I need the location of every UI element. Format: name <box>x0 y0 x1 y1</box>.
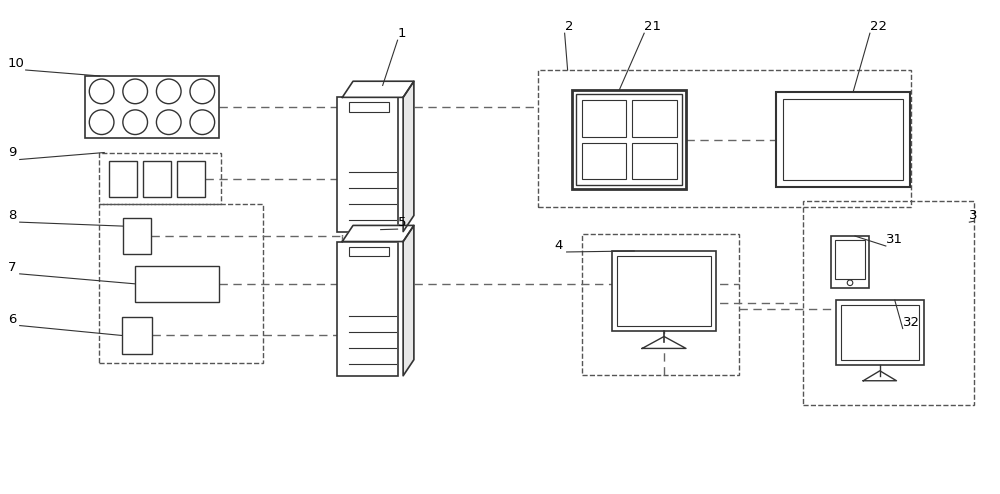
Text: 2: 2 <box>565 20 573 33</box>
Text: 3: 3 <box>969 209 978 222</box>
Bar <box>99 153 221 204</box>
Text: 31: 31 <box>886 233 903 246</box>
Polygon shape <box>342 225 414 242</box>
Circle shape <box>89 79 114 104</box>
Bar <box>783 99 903 180</box>
Circle shape <box>847 280 853 286</box>
Bar <box>841 305 919 360</box>
Circle shape <box>156 79 181 104</box>
Bar <box>337 97 398 232</box>
Bar <box>831 236 869 288</box>
Bar <box>582 143 626 179</box>
Bar <box>109 162 137 197</box>
Bar <box>632 100 677 137</box>
Text: 1: 1 <box>398 27 406 40</box>
Bar <box>632 143 677 179</box>
Text: 10: 10 <box>8 57 25 70</box>
Bar <box>836 300 924 365</box>
Polygon shape <box>342 81 414 97</box>
Text: 8: 8 <box>8 209 16 222</box>
Bar <box>135 266 219 302</box>
Circle shape <box>123 110 148 134</box>
Bar <box>177 162 205 197</box>
Circle shape <box>190 79 215 104</box>
Bar <box>349 247 389 256</box>
Bar <box>776 92 910 187</box>
Polygon shape <box>642 336 686 348</box>
Bar <box>612 251 716 330</box>
Text: 9: 9 <box>8 147 16 160</box>
Bar <box>349 102 389 112</box>
Text: 21: 21 <box>644 20 661 33</box>
Text: 22: 22 <box>870 20 887 33</box>
Bar <box>803 201 974 405</box>
Bar <box>122 317 152 354</box>
Polygon shape <box>403 81 414 232</box>
Bar <box>582 100 626 137</box>
Bar <box>582 234 739 375</box>
Circle shape <box>123 79 148 104</box>
Bar <box>99 204 263 364</box>
Bar <box>143 162 171 197</box>
Circle shape <box>190 110 215 134</box>
Circle shape <box>156 110 181 134</box>
Bar <box>123 218 151 254</box>
Circle shape <box>89 110 114 134</box>
Bar <box>572 90 686 189</box>
Text: 32: 32 <box>903 316 920 329</box>
Polygon shape <box>863 371 896 381</box>
Text: 5: 5 <box>398 216 406 229</box>
Bar <box>85 76 219 138</box>
Bar <box>576 94 682 185</box>
Text: 4: 4 <box>555 239 563 252</box>
Bar <box>835 240 865 279</box>
Polygon shape <box>403 225 414 376</box>
Text: 7: 7 <box>8 261 16 274</box>
Bar <box>337 242 398 376</box>
Text: 6: 6 <box>8 313 16 326</box>
Bar <box>538 70 911 207</box>
Bar <box>617 256 711 326</box>
